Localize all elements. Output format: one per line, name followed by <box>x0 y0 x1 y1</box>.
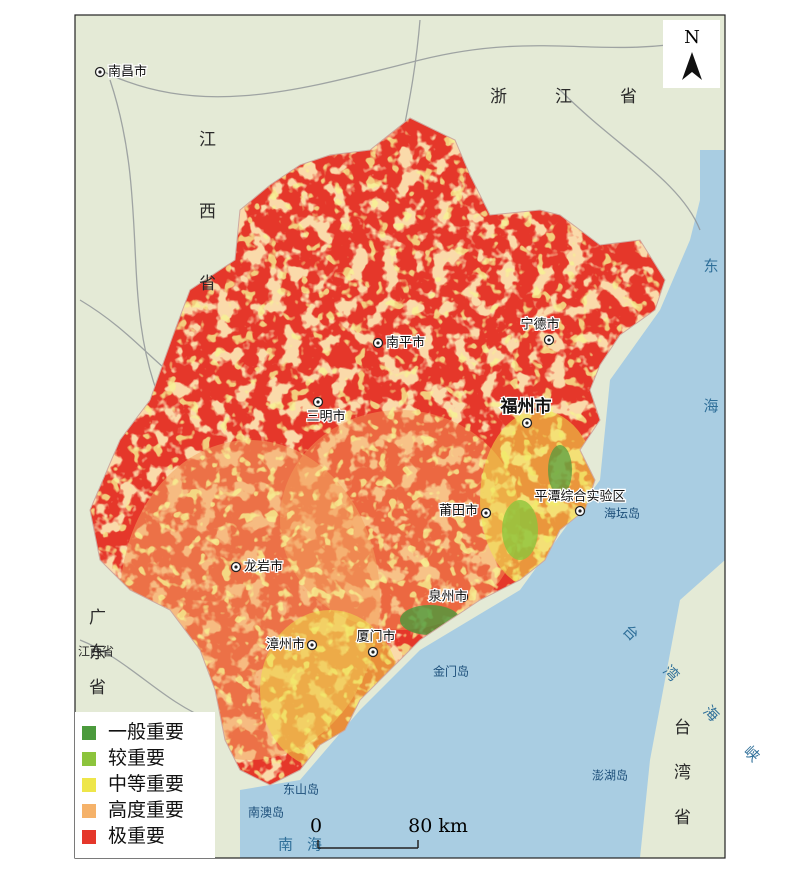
city-marker <box>310 643 314 647</box>
island-label: 南澳岛 <box>248 805 284 820</box>
north-arrow <box>682 52 702 80</box>
city-marker <box>376 341 380 345</box>
legend-swatch <box>82 726 96 740</box>
map-frame <box>74 14 726 859</box>
city-label: 宁德市 <box>520 317 559 333</box>
sea-label: 南海 <box>278 836 336 854</box>
city-label: 南昌市 <box>108 64 147 80</box>
city-marker <box>371 650 375 654</box>
city-marker <box>484 511 488 515</box>
island-label: 澎湖岛 <box>592 768 628 783</box>
legend-label: 高度重要 <box>108 799 184 821</box>
region-label: 广东省 <box>85 608 106 713</box>
city-label: 漳州市 <box>266 637 305 653</box>
city-marker <box>525 421 529 425</box>
region-label: 台湾省 <box>670 718 691 853</box>
legend-label: 极重要 <box>108 825 165 847</box>
north-label: N <box>684 27 700 48</box>
region-label: 江西省 <box>195 130 216 346</box>
scale-start: 0 <box>310 815 322 837</box>
taiwan-land <box>640 560 725 858</box>
legend-swatch <box>82 752 96 766</box>
legend-swatch <box>82 830 96 844</box>
city-label: 厦门市 <box>356 629 395 645</box>
island-label: 东山岛 <box>283 782 319 797</box>
city-marker <box>578 509 582 513</box>
island-label: 金门岛 <box>433 664 469 679</box>
legend-swatch <box>82 778 96 792</box>
sea-label: 东海 <box>702 258 720 538</box>
region-label: 浙江省 <box>490 87 685 107</box>
sea <box>240 150 725 858</box>
city-label: 莆田市 <box>439 503 478 519</box>
city-marker <box>234 565 238 569</box>
roads <box>79 19 701 721</box>
city-marker <box>98 70 102 74</box>
city-label: 龙岩市 <box>244 559 283 575</box>
city-label: 三明市 <box>306 409 345 425</box>
legend-label: 一般重要 <box>108 721 184 743</box>
legend-label: 中等重要 <box>108 773 184 795</box>
legend-label: 较重要 <box>108 747 165 769</box>
island-label: 海坛岛 <box>604 506 640 521</box>
city-marker <box>316 400 320 404</box>
city-label: 福州市 <box>500 396 552 417</box>
city-label: 平潭综合实验区 <box>534 489 625 505</box>
legend <box>75 712 215 858</box>
city-label: 南平市 <box>386 335 425 351</box>
region-label: 江西省 <box>78 645 114 659</box>
legend-swatch <box>82 804 96 818</box>
city-marker <box>461 595 465 599</box>
scale-end: 80 km <box>408 815 468 837</box>
city-marker <box>547 338 551 342</box>
city-label: 泉州市 <box>428 589 467 605</box>
